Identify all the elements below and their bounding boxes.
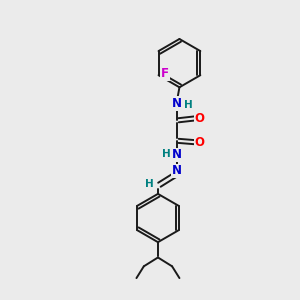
Text: O: O xyxy=(194,136,204,149)
Text: H: H xyxy=(161,149,170,159)
Text: H: H xyxy=(145,178,154,189)
Text: H: H xyxy=(184,100,193,110)
Text: N: N xyxy=(172,148,182,161)
Text: N: N xyxy=(172,97,182,110)
Text: O: O xyxy=(194,112,204,125)
Text: F: F xyxy=(161,67,169,80)
Text: N: N xyxy=(172,164,182,177)
